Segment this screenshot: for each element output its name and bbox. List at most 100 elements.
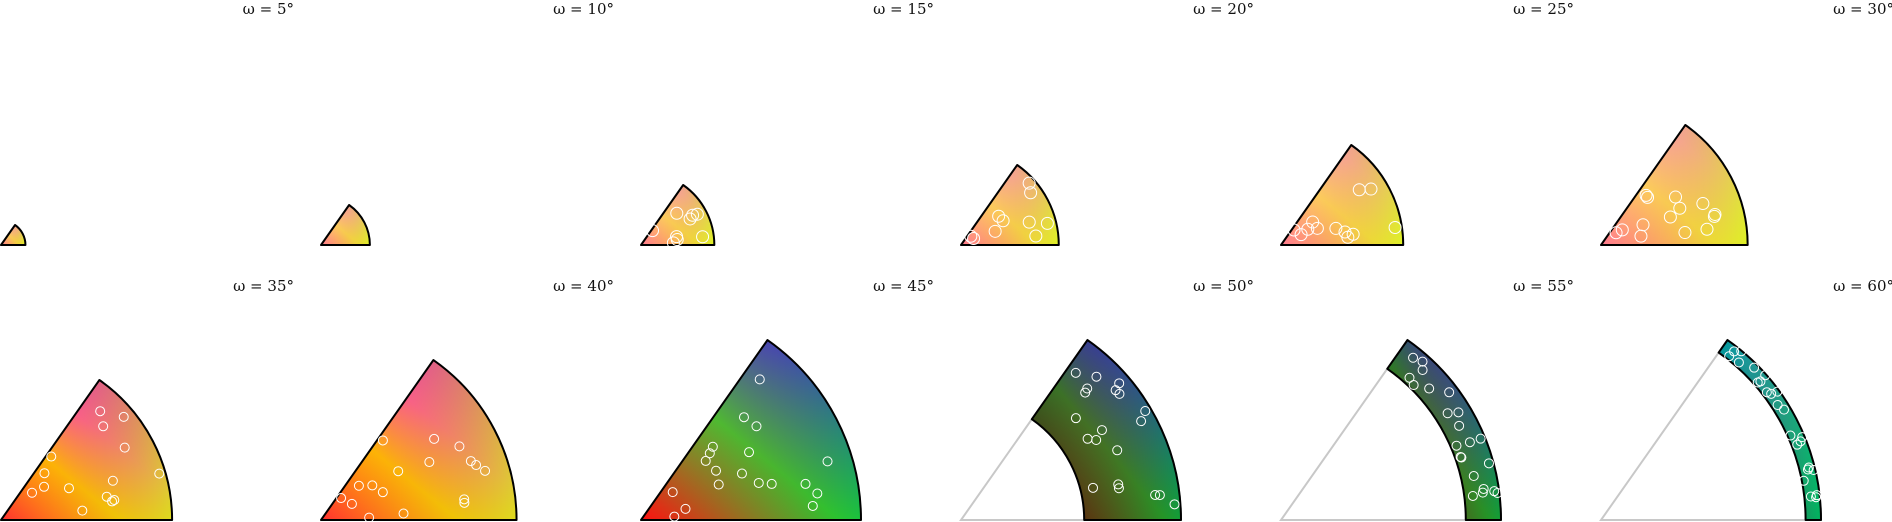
- scatter-point: [753, 477, 764, 488]
- scatter-point: [1154, 490, 1165, 501]
- scatter-point: [1475, 433, 1486, 444]
- scatter-point: [63, 483, 74, 494]
- sector-fill-overlay: [1, 380, 173, 520]
- panel-omega-20: ω = 20°: [960, 0, 1254, 246]
- scatter-point: [1112, 445, 1123, 456]
- scatter-point: [964, 229, 978, 243]
- scatter-point: [459, 494, 470, 505]
- sector-outline: [1717, 339, 1822, 521]
- scatter-point: [1424, 383, 1435, 394]
- scatter-point: [751, 421, 762, 432]
- scatter-point: [996, 214, 1010, 228]
- scatter-point: [1454, 420, 1465, 431]
- scatter-point: [1468, 471, 1479, 482]
- scatter-point: [364, 512, 375, 522]
- scatter-point: [377, 487, 388, 498]
- scatter-point: [154, 468, 165, 479]
- sector-outline: [320, 359, 518, 521]
- scatter-point: [1113, 483, 1124, 494]
- scatter-point: [1456, 452, 1467, 463]
- scatter-point: [1792, 439, 1803, 450]
- panel-omega-10: ω = 10°: [320, 0, 614, 246]
- scatter-point: [1091, 371, 1102, 382]
- scatter-point: [39, 468, 50, 479]
- scatter-point: [1641, 190, 1655, 204]
- scatter-point: [696, 230, 710, 244]
- scatter-point: [367, 480, 378, 491]
- scatter-point: [1352, 183, 1366, 197]
- scatter-point: [1811, 490, 1822, 501]
- scatter-point: [1752, 377, 1763, 388]
- scatter-point: [109, 495, 120, 506]
- scatter-point: [1696, 197, 1710, 211]
- scatter-point: [967, 232, 981, 246]
- sector-fill-overlay: [321, 205, 370, 245]
- scatter-point: [1417, 365, 1428, 376]
- scatter-point: [1070, 367, 1081, 378]
- scatter-point: [98, 421, 109, 432]
- scatter-point: [713, 479, 724, 490]
- sector-outline: [0, 379, 174, 521]
- scatter-point: [744, 447, 755, 458]
- scatter-point: [800, 478, 811, 489]
- scatter-point: [1388, 221, 1402, 235]
- scatter-point: [1040, 216, 1054, 230]
- scatter-point: [393, 466, 404, 477]
- panel-omega-15: ω = 15°: [640, 0, 934, 250]
- scatter-point: [77, 505, 88, 516]
- sector-fill-overlay: [641, 340, 861, 520]
- panel-omega-5: ω = 5°: [0, 0, 294, 246]
- scatter-point: [1708, 207, 1722, 221]
- scatter-point: [1408, 352, 1419, 363]
- sector-outline: [640, 339, 862, 521]
- scatter-point: [1673, 201, 1687, 215]
- scatter-point: [1417, 356, 1428, 367]
- panel-title: ω = 20°: [1193, 0, 1254, 18]
- scatter-point: [336, 493, 347, 504]
- scatter-point: [1442, 408, 1453, 419]
- scatter-point: [1306, 215, 1320, 229]
- scatter-point: [1113, 479, 1124, 490]
- scatter-point: [1070, 413, 1081, 424]
- scatter-point: [27, 487, 38, 498]
- scatter-point: [480, 465, 491, 476]
- scatter-point: [1798, 475, 1809, 486]
- scatter-point: [1080, 387, 1091, 398]
- panel-omega-45: ω = 45°: [640, 277, 934, 522]
- panel-omega-60: ω = 60°: [1599, 277, 1892, 521]
- scatter-point: [1338, 225, 1352, 239]
- scatter-point: [992, 209, 1006, 223]
- panel-title: ω = 5°: [243, 0, 294, 18]
- panel-title: ω = 40°: [553, 277, 614, 295]
- scatter-point: [807, 500, 818, 511]
- scatter-point: [1408, 380, 1419, 391]
- scatter-point: [346, 498, 357, 509]
- scatter-point: [119, 442, 130, 453]
- scatter-point: [471, 460, 482, 471]
- scatter-point: [1483, 458, 1494, 469]
- scatter-point: [738, 412, 749, 423]
- panel-title: ω = 30°: [1833, 0, 1892, 18]
- scatter-point: [1287, 223, 1301, 237]
- scatter-point: [1455, 451, 1466, 462]
- scatter-point: [353, 480, 364, 491]
- scatter-point: [377, 435, 388, 446]
- scatter-point: [1797, 432, 1808, 443]
- scatter-point: [686, 208, 700, 222]
- scatter-point: [1772, 386, 1783, 397]
- scatter-point: [646, 224, 660, 238]
- scatter-point: [711, 465, 722, 476]
- panel-title: ω = 60°: [1833, 277, 1892, 295]
- scatter-point: [1639, 188, 1653, 202]
- scatter-point: [1766, 388, 1777, 399]
- sector-outline: [1600, 124, 1749, 246]
- scatter-point: [1663, 210, 1677, 224]
- scatter-point: [670, 206, 684, 220]
- scatter-point: [1489, 486, 1500, 497]
- sector-outline: [1030, 339, 1182, 521]
- sector-fill-overlay: [1281, 145, 1404, 245]
- panel-title: ω = 15°: [873, 0, 934, 18]
- scatter-point: [1114, 388, 1125, 399]
- scatter-point: [1772, 399, 1783, 410]
